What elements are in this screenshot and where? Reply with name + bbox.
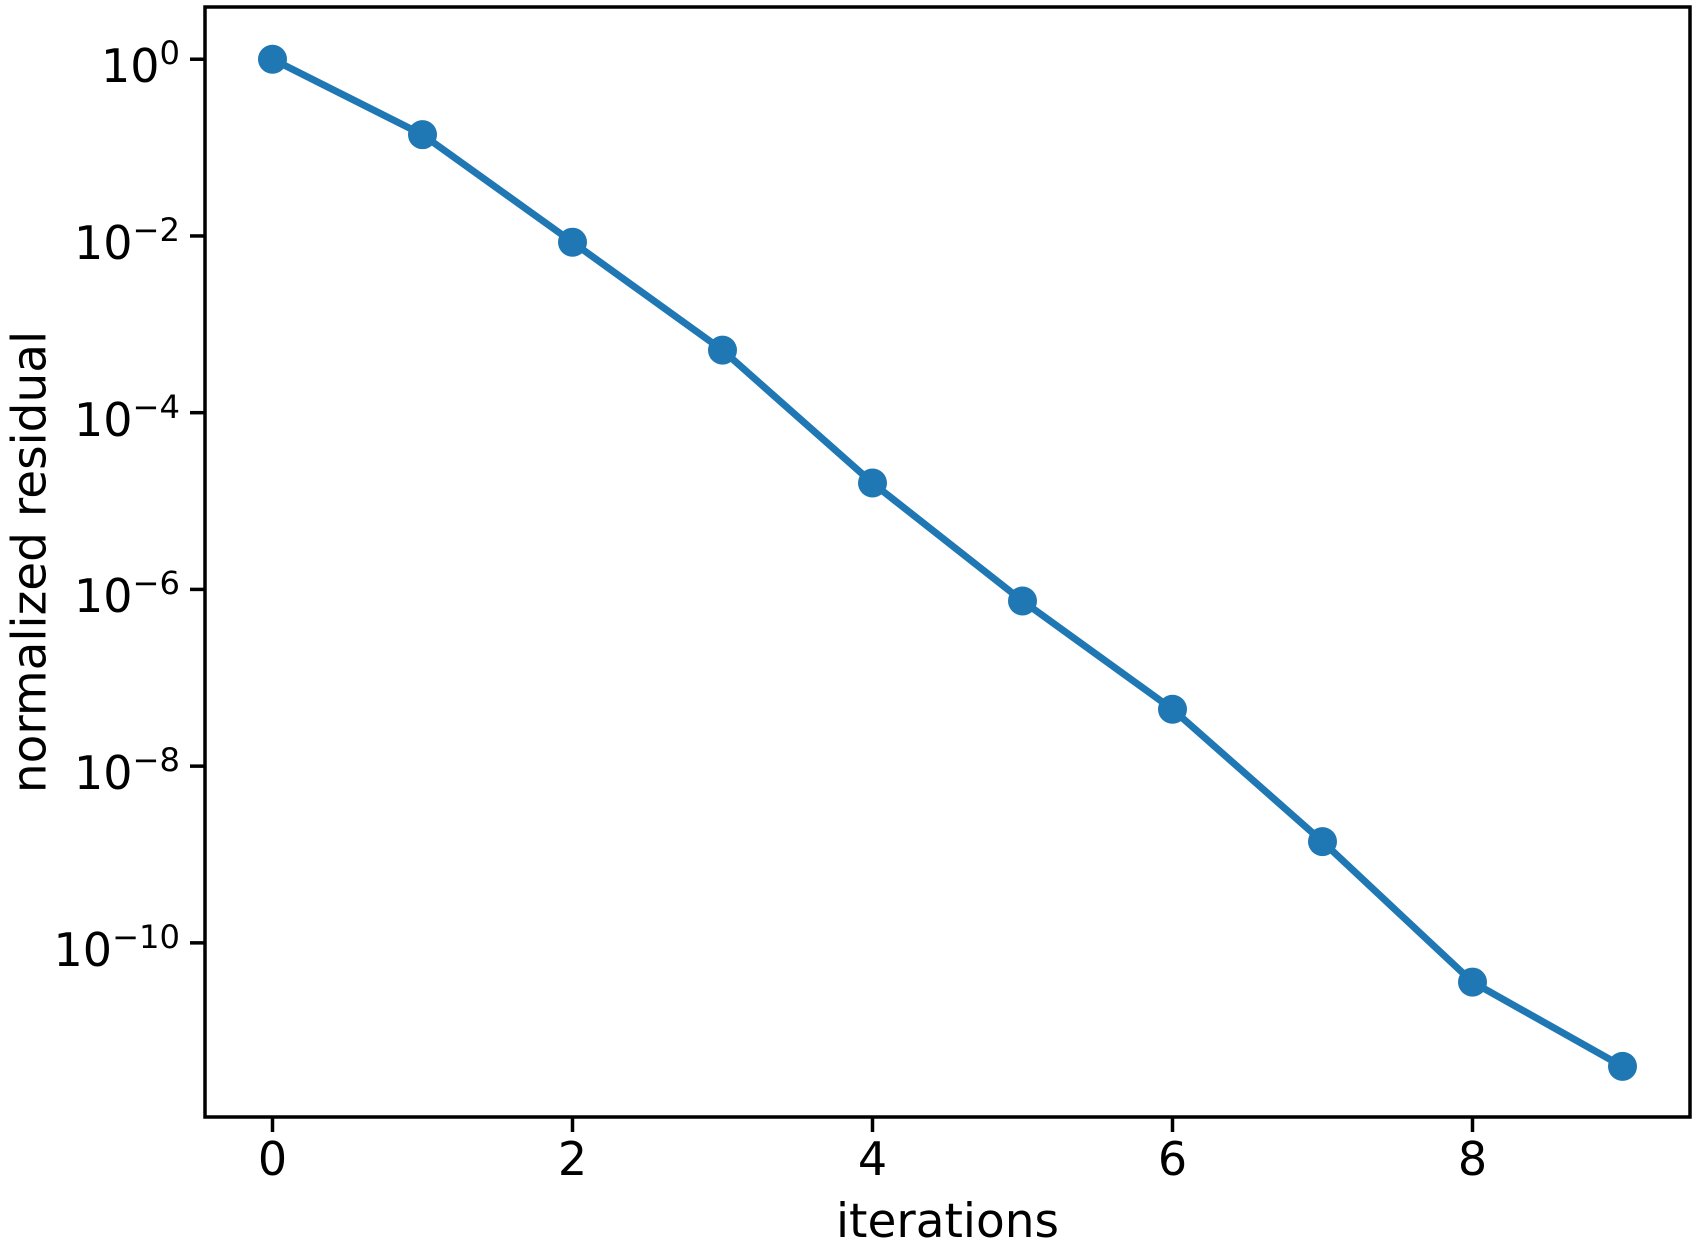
y-tick-base: 10	[74, 569, 133, 624]
y-tick-base: 10	[53, 922, 113, 977]
y-tick-base: 10	[74, 746, 133, 801]
y-tick-label: 100	[0, 37, 180, 89]
y-tick-label: 10−10	[0, 921, 180, 973]
y-tick-label: 10−2	[0, 214, 180, 266]
x-tick-label: 0	[257, 1132, 288, 1186]
x-axis-label: iterations	[835, 1194, 1060, 1242]
data-point-marker	[1308, 827, 1337, 857]
data-point-marker	[858, 468, 887, 498]
axes-box	[203, 5, 1692, 1119]
y-tick-exponent: −6	[132, 564, 180, 603]
data-point-marker	[708, 335, 737, 365]
x-tick-label: 2	[557, 1132, 588, 1186]
series-line	[269, 55, 1626, 1070]
x-tick-label: 6	[1157, 1132, 1188, 1186]
x-tick-label: 8	[1457, 1132, 1488, 1186]
y-tick-exponent: 0	[159, 34, 180, 73]
y-tick-label: 10−4	[0, 391, 180, 443]
y-tick-exponent: −8	[132, 741, 180, 780]
y-tick-label: 10−6	[0, 567, 180, 619]
y-axis-label: normalized residual	[2, 330, 58, 794]
y-tick-base: 10	[74, 215, 133, 270]
data-point-marker	[1158, 694, 1187, 724]
data-point-marker	[1458, 967, 1487, 997]
data-point-marker	[258, 44, 287, 74]
y-tick-exponent: −10	[112, 917, 180, 956]
y-tick-exponent: −4	[132, 387, 180, 426]
data-point-marker	[1608, 1051, 1637, 1081]
y-tick-exponent: −2	[132, 210, 180, 249]
x-tick-label: 4	[857, 1132, 888, 1186]
y-tick-label: 10−8	[0, 744, 180, 796]
data-point-marker	[558, 227, 587, 257]
y-tick-base: 10	[74, 392, 133, 447]
data-point-marker	[1008, 586, 1037, 616]
y-tick-base: 10	[100, 39, 160, 94]
data-point-marker	[408, 120, 437, 150]
